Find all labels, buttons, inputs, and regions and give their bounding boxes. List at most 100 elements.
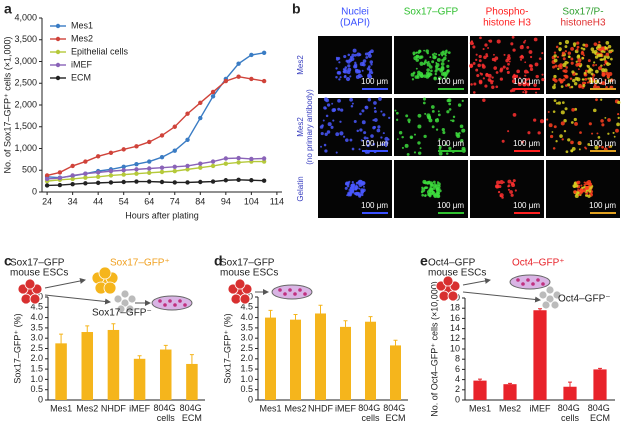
y-tick-label: 4,000	[14, 12, 37, 22]
y-tick-label: 3,000	[14, 56, 37, 66]
annotation: Sox17–GFP⁻	[92, 308, 152, 319]
stain	[417, 113, 422, 118]
stain	[440, 62, 445, 66]
stain	[522, 82, 527, 87]
dish-cell	[168, 299, 172, 303]
stain	[370, 49, 374, 54]
stain	[512, 75, 516, 79]
stain	[535, 91, 538, 94]
stain	[412, 71, 416, 75]
x-tick-label-line: cells	[157, 413, 176, 423]
y-tick-label: 1.0	[240, 374, 253, 384]
y-tick-label: 12	[450, 333, 460, 343]
stain	[610, 57, 613, 61]
stain	[553, 74, 557, 79]
stain	[358, 183, 363, 187]
stain	[574, 194, 579, 199]
stain	[555, 45, 559, 49]
stain	[438, 53, 441, 57]
stain	[436, 117, 439, 120]
x-tick-label: 114	[270, 196, 284, 206]
x-tick-label: NHDF	[101, 403, 126, 413]
bar	[365, 321, 376, 400]
stain	[603, 63, 606, 66]
stain	[497, 190, 501, 194]
error-bar	[598, 367, 602, 371]
stain	[346, 181, 349, 185]
stain	[505, 58, 509, 63]
y-tick-label: 10	[450, 343, 460, 353]
stain	[367, 53, 372, 59]
stain	[535, 74, 539, 79]
dish	[509, 274, 551, 290]
stain	[570, 121, 574, 124]
column-header: Phospho-	[486, 7, 529, 18]
stain	[326, 130, 331, 134]
stain	[512, 113, 517, 117]
point	[83, 171, 88, 176]
point	[121, 168, 126, 173]
stain	[493, 59, 497, 62]
stain	[546, 118, 549, 121]
stain	[339, 120, 342, 123]
stain	[369, 60, 374, 64]
stain	[332, 108, 337, 112]
stain	[570, 57, 574, 61]
stain	[587, 179, 592, 185]
point	[236, 74, 241, 79]
stain	[422, 97, 427, 101]
stain	[587, 59, 591, 63]
stain	[452, 115, 456, 119]
stain	[424, 194, 427, 198]
stain	[580, 184, 583, 187]
dish-cell	[536, 278, 540, 282]
stain	[324, 132, 328, 136]
point	[223, 156, 229, 161]
stain	[613, 135, 616, 138]
dish-cell	[516, 278, 520, 282]
stain	[495, 71, 499, 74]
stain	[365, 56, 369, 59]
stain	[588, 67, 592, 71]
y-tick-label: 0.5	[240, 384, 253, 394]
stain	[564, 39, 570, 45]
stain	[425, 74, 430, 79]
cell	[120, 289, 130, 299]
error-bar	[85, 325, 90, 339]
stain	[511, 35, 515, 39]
stain	[382, 113, 386, 117]
stain	[588, 122, 592, 126]
annotation: Sox17–GFP⁺	[110, 258, 170, 269]
error-bar	[293, 314, 298, 326]
y-tick-label: 4.0	[30, 312, 43, 322]
stain	[616, 122, 620, 127]
stain	[592, 108, 597, 113]
stain	[601, 145, 604, 149]
error-bar	[163, 344, 168, 355]
stain	[576, 62, 580, 66]
x-tick-label: 804G ECM	[180, 403, 205, 423]
stain	[509, 190, 513, 194]
bar	[390, 345, 401, 400]
scale-bar-label: 100 μm	[513, 139, 540, 148]
stain	[373, 107, 377, 110]
stain	[526, 82, 531, 87]
stain	[573, 117, 577, 122]
stain	[494, 56, 499, 61]
stain	[499, 77, 504, 81]
stain	[480, 72, 483, 76]
stain	[322, 119, 325, 122]
stain	[432, 186, 436, 190]
cell	[239, 293, 251, 305]
stain	[606, 74, 609, 77]
stain	[459, 124, 464, 129]
stain	[605, 41, 610, 45]
stain	[583, 54, 586, 57]
stain	[437, 76, 442, 81]
x-tick-label: Mes2	[284, 403, 306, 413]
stain	[507, 54, 511, 58]
legend-marker	[55, 75, 61, 81]
stain	[595, 64, 598, 66]
bar	[533, 310, 547, 400]
stain	[507, 185, 510, 188]
